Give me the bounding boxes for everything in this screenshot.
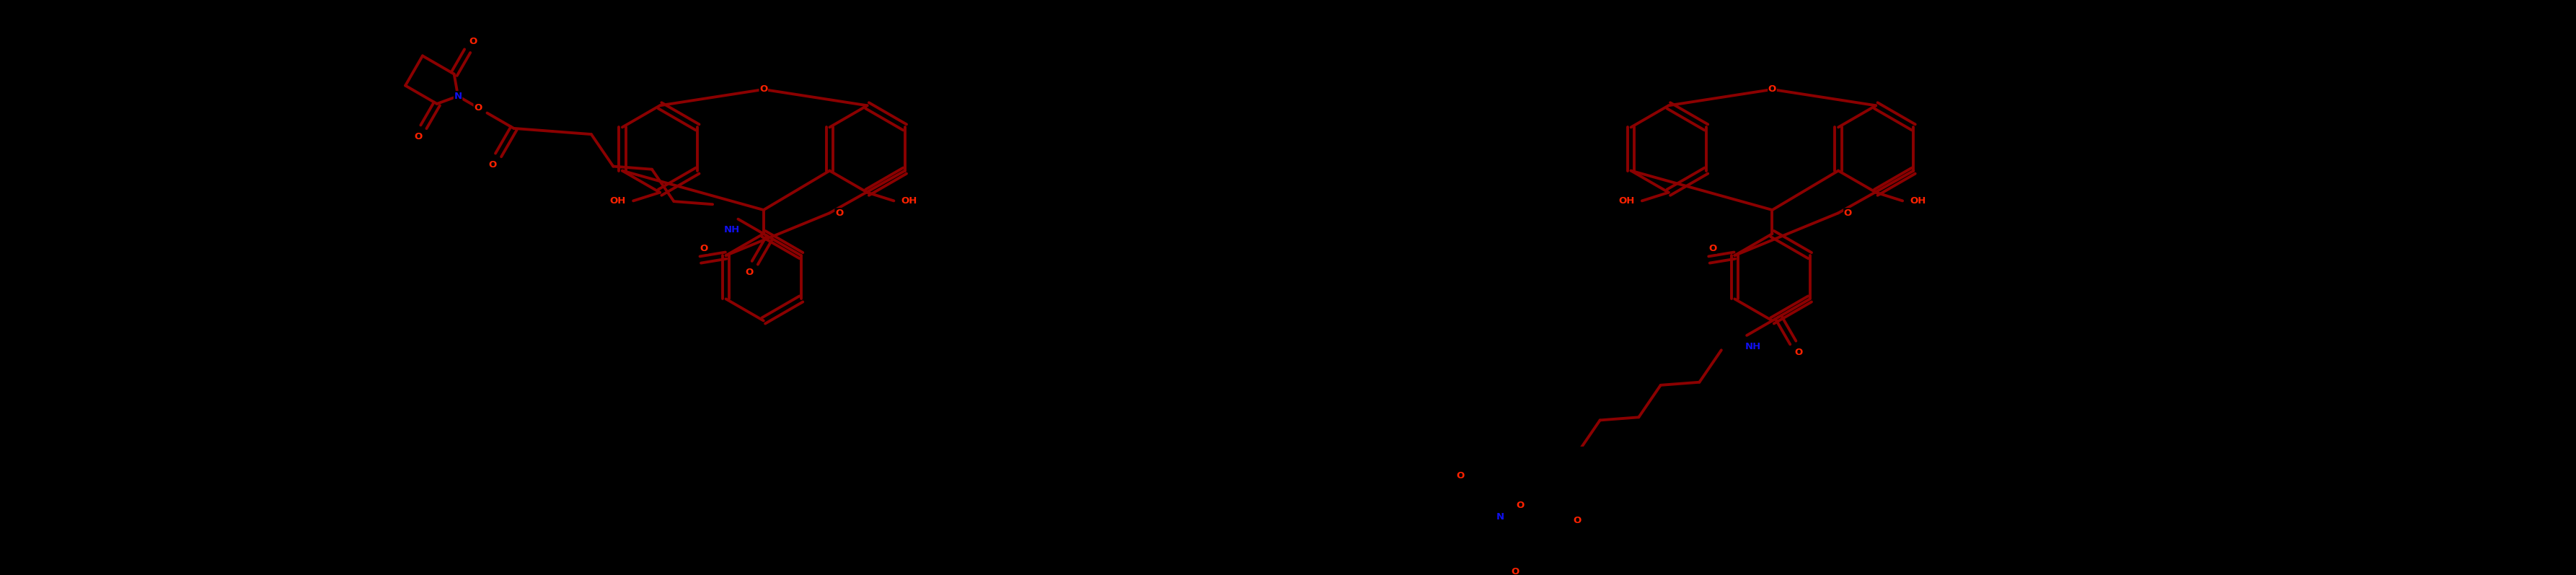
Text: O: O — [744, 268, 752, 277]
Text: O: O — [474, 103, 482, 112]
Text: OH: OH — [1909, 196, 1924, 205]
Text: O: O — [835, 208, 842, 218]
Text: O: O — [1708, 244, 1716, 253]
Text: NH: NH — [724, 225, 739, 235]
Text: O: O — [1793, 348, 1803, 357]
Text: O: O — [1844, 208, 1852, 218]
Text: O: O — [1515, 500, 1525, 509]
Text: O: O — [1512, 567, 1520, 575]
Text: O: O — [1767, 85, 1775, 94]
Text: O: O — [1455, 471, 1463, 481]
Text: O: O — [760, 85, 768, 94]
Text: N: N — [1497, 512, 1504, 522]
Text: NH: NH — [1744, 342, 1759, 351]
Text: O: O — [415, 132, 422, 141]
Text: O: O — [469, 37, 477, 46]
Text: O: O — [489, 160, 497, 170]
Text: O: O — [1571, 516, 1582, 526]
Text: OH: OH — [902, 196, 917, 205]
Text: OH: OH — [611, 196, 626, 205]
Text: O: O — [701, 244, 708, 253]
Text: N: N — [453, 91, 461, 101]
Text: OH: OH — [1618, 196, 1633, 205]
